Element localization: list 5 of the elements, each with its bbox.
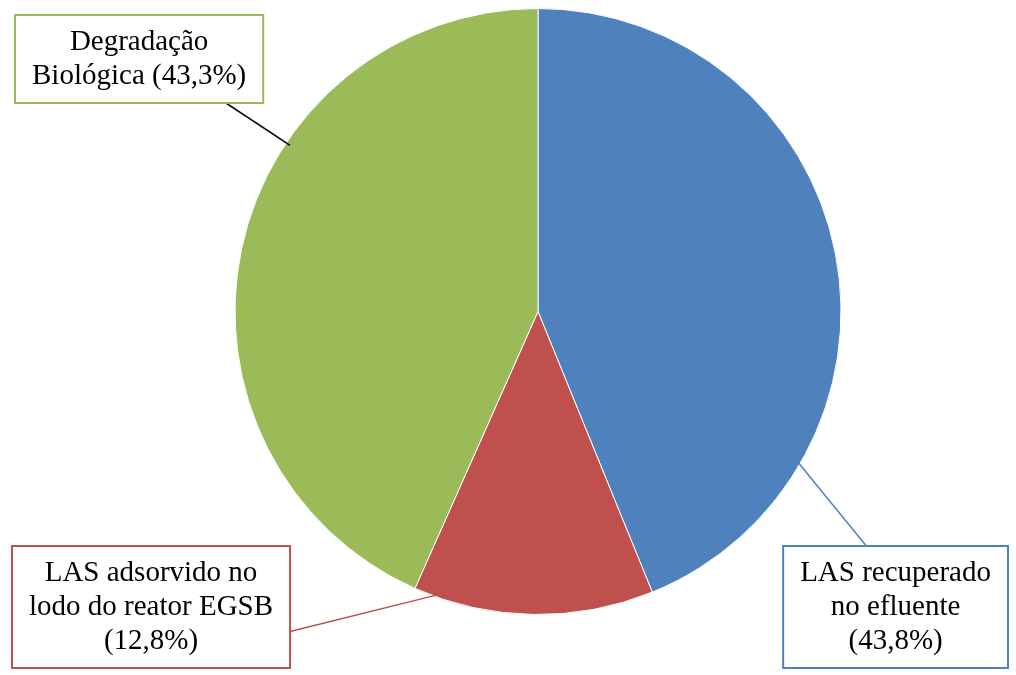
slice-label: LAS adsorvido no lodo do reator EGSB [28, 554, 274, 621]
slice-label: LAS recuperado no efluente [800, 554, 991, 621]
slice-label: Degradação Biológica (43,3%) [32, 23, 247, 91]
data-label: (12,8%) [103, 622, 199, 656]
data-label: (43,8%) [848, 622, 943, 656]
